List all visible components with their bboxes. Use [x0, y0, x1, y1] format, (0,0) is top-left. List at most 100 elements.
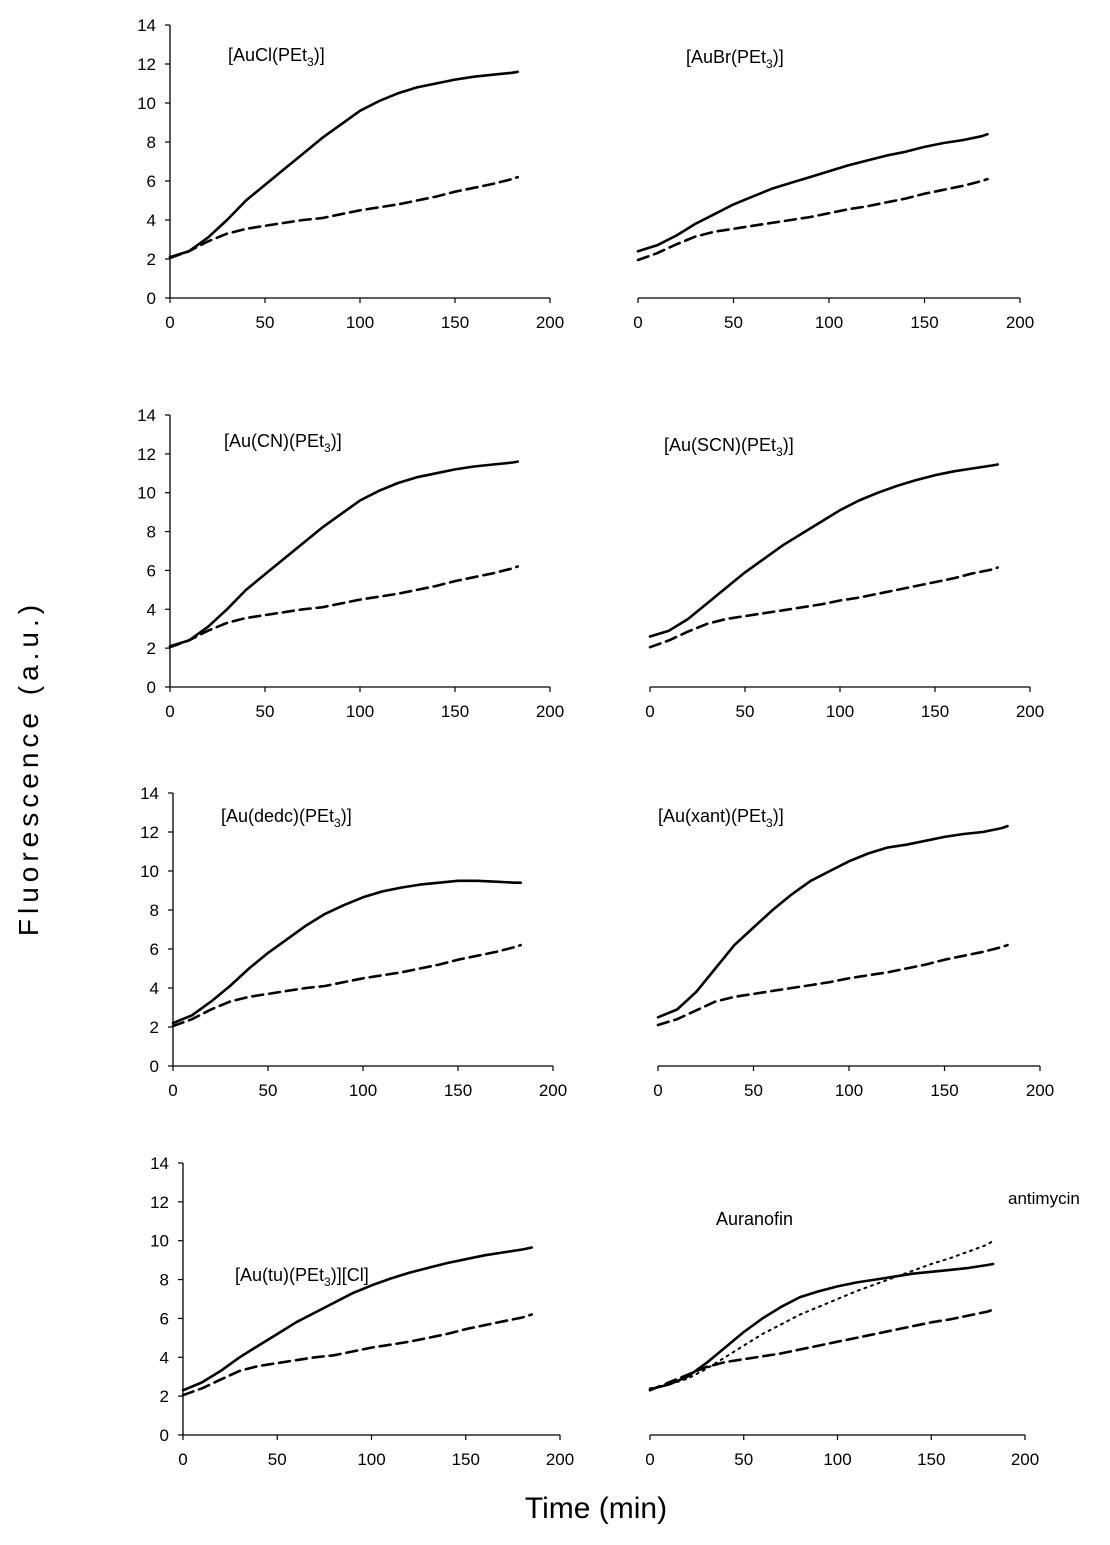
series-line-dashed: [656, 943, 1009, 1027]
x-tick-label: 150: [452, 1450, 480, 1469]
y-tick-label: 0: [150, 1057, 159, 1076]
y-tick-label: 10: [137, 484, 156, 503]
x-tick-label: 200: [536, 702, 564, 721]
chart-panel-6: 0 50 100 150 200 [Au(xant)(PEt3)]: [653, 806, 1054, 1100]
x-tick-label: 100: [815, 313, 843, 332]
series-line-dashed: [648, 1308, 995, 1392]
chart-panel-1: 0 50 100 150 200 0 2 4 6 8 10 12 14 [AuCl(PEt3)]: [137, 16, 564, 332]
x-tick-label: 0: [633, 313, 642, 332]
chart-panel-2: 0 50 100 150 200 [AuBr(PEt3)]: [633, 47, 1034, 332]
panel-title-end: )]: [783, 435, 794, 455]
series-line-dashed: [648, 566, 1000, 649]
y-tick-label: 2: [147, 639, 156, 658]
series-line-solid: [168, 460, 520, 648]
y-tick-label: 10: [137, 94, 156, 113]
x-tick-label: 0: [653, 1081, 662, 1100]
x-tick-label: 0: [168, 1081, 177, 1100]
y-tick-label: 14: [140, 784, 159, 803]
series-line-dashed: [168, 175, 520, 260]
x-tick-label: 50: [734, 1450, 753, 1469]
y-tick-label: 8: [160, 1271, 169, 1290]
y-tick-label: 8: [147, 523, 156, 542]
x-tick-label: 150: [917, 1450, 945, 1469]
panel-title-subscript: 3: [324, 1275, 331, 1289]
panel-title-end: )]: [773, 47, 784, 67]
y-tick-label: 10: [150, 1232, 169, 1251]
series-line-solid: [648, 1262, 995, 1391]
y-tick-label: 10: [140, 862, 159, 881]
x-tick-label: 100: [357, 1450, 385, 1469]
panel-title: [Au(tu)(PEt3)][Cl]: [235, 1265, 369, 1289]
x-tick-label: 150: [921, 702, 949, 721]
y-tick-label: 4: [150, 979, 159, 998]
y-tick-label: 6: [150, 940, 159, 959]
y-tick-label: 12: [150, 1193, 169, 1212]
panel-title-subscript: 3: [766, 57, 773, 71]
x-tick-label: 100: [349, 1081, 377, 1100]
panel-title: [Au(SCN)(PEt3)]: [664, 435, 794, 459]
x-tick-label: 100: [346, 313, 374, 332]
antimycin-annotation: antimycin: [1008, 1189, 1080, 1208]
x-tick-label: 200: [1006, 313, 1034, 332]
y-tick-label: 14: [137, 406, 156, 425]
x-tick-label: 50: [744, 1081, 763, 1100]
series-line-solid: [171, 879, 523, 1025]
chart-panel-7: 0 50 100 150 200 0 2 4 6 8 10 12 14 [Au(tu)(PEt3)][Cl…: [150, 1154, 574, 1469]
series-line-solid: [636, 132, 989, 253]
y-tick-label: 14: [137, 16, 156, 35]
series-line-solid: [168, 70, 520, 259]
panel-title-subscript: 3: [307, 55, 314, 69]
series-line-solid: [648, 463, 1000, 638]
x-tick-label: 50: [268, 1450, 287, 1469]
y-tick-label: 8: [147, 133, 156, 152]
y-tick-label: 14: [150, 1154, 169, 1173]
x-tick-label: 200: [536, 313, 564, 332]
series-line-dashed: [168, 565, 520, 649]
y-tick-label: 12: [137, 55, 156, 74]
x-tick-label: 100: [835, 1081, 863, 1100]
panel-title-end: )]: [331, 431, 342, 451]
y-tick-label: 6: [147, 172, 156, 191]
y-tick-label: 4: [147, 211, 156, 230]
x-tick-label: 50: [724, 313, 743, 332]
series-line-dashed: [636, 177, 989, 262]
y-tick-label: 6: [160, 1309, 169, 1328]
x-tick-label: 200: [1016, 702, 1044, 721]
y-tick-label: 0: [147, 289, 156, 308]
panel-title-end: )]: [314, 45, 325, 65]
y-tick-label: 8: [150, 901, 159, 920]
x-tick-label: 0: [645, 702, 654, 721]
x-tick-label: 150: [441, 702, 469, 721]
x-tick-label: 100: [346, 702, 374, 721]
x-tick-label: 50: [259, 1081, 278, 1100]
series-line-solid: [181, 1246, 534, 1392]
x-tick-label: 0: [645, 1450, 654, 1469]
chart-panel-4: 0 50 100 150 200 [Au(SCN)(PEt3)]: [645, 435, 1044, 721]
panel-title: [Au(dedc)(PEt3)]: [221, 806, 352, 830]
chart-panel-3: 0 50 100 150 200 0 2 4 6 8 10 12 14 [Au(CN)(PEt3)]: [137, 406, 564, 721]
panel-title-subscript: 3: [776, 445, 783, 459]
y-tick-label: 6: [147, 561, 156, 580]
x-axis-label: Time (min): [525, 1492, 667, 1525]
x-tick-label: 150: [930, 1081, 958, 1100]
x-tick-label: 100: [823, 1450, 851, 1469]
y-axis-label: Fluorescence (a.u.): [13, 600, 44, 936]
panel-title-subscript: 3: [334, 816, 341, 830]
y-tick-label: 0: [160, 1426, 169, 1445]
series-line-solid: [656, 824, 1009, 1019]
y-tick-label: 2: [150, 1018, 159, 1037]
chart-panel-8: 0 50 100 150 200 Auranofin antimycin: [645, 1189, 1080, 1469]
series-line-dashed: [171, 943, 523, 1028]
x-tick-label: 150: [910, 313, 938, 332]
panel-title-end: )]: [341, 806, 352, 826]
y-tick-label: 4: [147, 600, 156, 619]
y-tick-label: 0: [147, 678, 156, 697]
x-tick-label: 150: [444, 1081, 472, 1100]
x-tick-label: 0: [178, 1450, 187, 1469]
y-tick-label: 2: [147, 250, 156, 269]
series-line-dotted: [649, 1239, 995, 1390]
panel-title: [AuBr(PEt3)]: [686, 47, 784, 71]
x-tick-label: 200: [1011, 1450, 1039, 1469]
